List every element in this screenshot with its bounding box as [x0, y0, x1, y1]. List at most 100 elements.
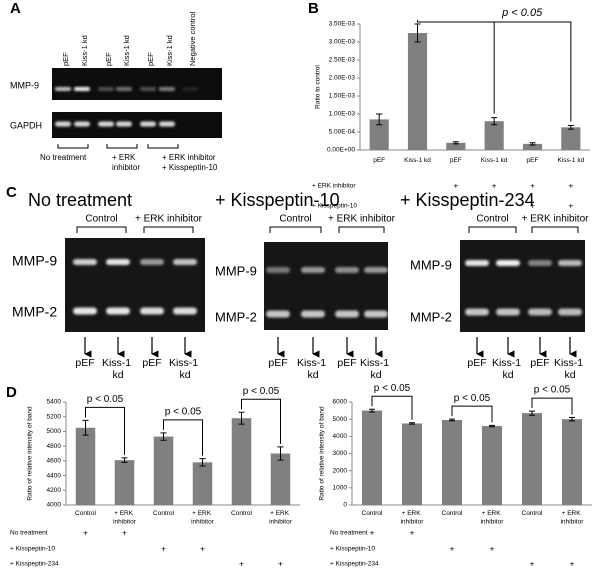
y-tick-label: 3000 — [333, 450, 348, 457]
x-tick-label: Kiss-1 kd — [404, 157, 431, 164]
error-bar — [489, 424, 495, 428]
x-tick-label: pEF — [450, 157, 462, 164]
bar — [442, 420, 462, 505]
treatment-label: No treatment — [330, 530, 368, 537]
gel-band — [74, 87, 90, 91]
bar — [75, 427, 96, 505]
gel-band — [465, 308, 489, 316]
error-bar — [529, 410, 535, 416]
x-tick-label: + ERK inhibitor — [269, 510, 293, 526]
error-bar — [567, 125, 574, 130]
gel-band — [74, 121, 90, 127]
error-bar — [452, 141, 459, 145]
gel-band — [73, 307, 97, 315]
significance-bracket — [163, 419, 203, 456]
y-tick-label: 1000 — [333, 485, 348, 492]
gel — [460, 240, 585, 332]
gel-band — [266, 310, 290, 318]
lane-label: Kiss-1 kd — [297, 357, 329, 381]
gel-image — [460, 240, 585, 332]
gel-title: + Kisspeptin-234 — [400, 190, 535, 210]
group-label: + ERK inhibitor — [112, 153, 140, 172]
gel-band — [558, 308, 582, 316]
error-bar — [238, 411, 245, 425]
treatment-label: + Kisspeptin-10 — [312, 203, 357, 210]
annotation: p < 0.05 — [374, 383, 411, 394]
bar — [561, 127, 581, 150]
y-tick-label: 5000 — [47, 428, 62, 435]
error-bar — [529, 142, 536, 146]
bracket — [531, 226, 579, 233]
y-tick-label: 5200 — [47, 413, 62, 420]
lane-label: Kiss-1 kd — [80, 35, 89, 66]
y-tick-label: 3.00E-03 — [329, 39, 356, 46]
gel-band — [364, 310, 388, 318]
row-label: MMP-2 — [12, 304, 57, 320]
bar — [114, 460, 135, 505]
gel-band — [159, 121, 175, 127]
gel-band — [558, 260, 582, 266]
gel-band — [140, 307, 164, 315]
treatment-mark: + — [83, 527, 88, 537]
bracket — [269, 226, 322, 233]
error-bar — [199, 458, 206, 467]
lane-label: Kiss-1 kd — [169, 357, 201, 381]
treatment-mark: + — [570, 558, 575, 568]
treatment-mark: + — [530, 180, 535, 190]
lane-label: pEF — [61, 52, 70, 66]
y-tick-label: 3.50E-03 — [329, 21, 356, 28]
annotation: p < 0.05 — [87, 394, 124, 405]
lane-label: pEF — [142, 357, 161, 369]
x-tick-label: pEF — [373, 157, 385, 164]
y-tick-label: 4000 — [333, 433, 348, 440]
treatment-label: + Kisspeptin-234 — [10, 561, 59, 568]
gel-band — [364, 267, 388, 273]
y-tick-label: 5400 — [47, 399, 62, 406]
treatment-mark: + — [530, 200, 535, 210]
gel-band — [106, 259, 130, 265]
treatment-mark: + — [278, 558, 283, 568]
group-label: + ERK inhibitor — [522, 214, 590, 225]
lane-label: Kiss-1 kd — [102, 357, 134, 381]
x-tick-label: + ERK inhibitor — [113, 510, 137, 526]
gel-band — [301, 310, 325, 318]
lane-label: pEF — [146, 52, 155, 66]
gel-title: No treatment — [28, 190, 132, 210]
gel-band — [55, 87, 71, 91]
y-axis-label: Ratio of relative intensity of band — [319, 406, 326, 501]
y-tick-label: 6000 — [333, 399, 348, 406]
y-tick-label: 1.50E-03 — [329, 93, 356, 100]
gel-band — [173, 307, 197, 315]
y-tick-label: 2000 — [333, 467, 348, 474]
error-bar — [409, 422, 415, 425]
error-bar — [376, 113, 383, 126]
treatment-mark: + — [161, 543, 166, 553]
group-label: Control — [85, 214, 117, 225]
row-label: MMP-9 — [12, 253, 57, 269]
x-tick-label: Control — [75, 510, 97, 517]
x-tick-label: Control — [231, 510, 253, 517]
row-label: MMP-9 — [215, 263, 257, 278]
lane-label: pEF — [337, 357, 356, 369]
x-tick-label: pEF — [527, 157, 539, 164]
panel-label: A — [10, 0, 21, 17]
gel-band — [106, 307, 130, 315]
gel-band — [140, 121, 156, 127]
gel-band — [301, 267, 325, 273]
annotation: p < 0.05 — [165, 407, 202, 418]
treatment-mark: + — [568, 180, 573, 190]
significance-bracket — [417, 20, 572, 122]
gel-band — [55, 121, 71, 127]
significance-bracket — [85, 406, 125, 455]
bracket — [147, 144, 179, 149]
gel-image — [264, 242, 388, 330]
bar — [231, 418, 252, 505]
bar — [369, 119, 389, 150]
bar — [192, 462, 213, 505]
gel-band — [140, 87, 156, 91]
error-bar — [277, 446, 284, 461]
y-tick-label: 2.50E-03 — [329, 57, 356, 64]
bar — [270, 453, 291, 505]
significance-bracket — [451, 405, 493, 423]
